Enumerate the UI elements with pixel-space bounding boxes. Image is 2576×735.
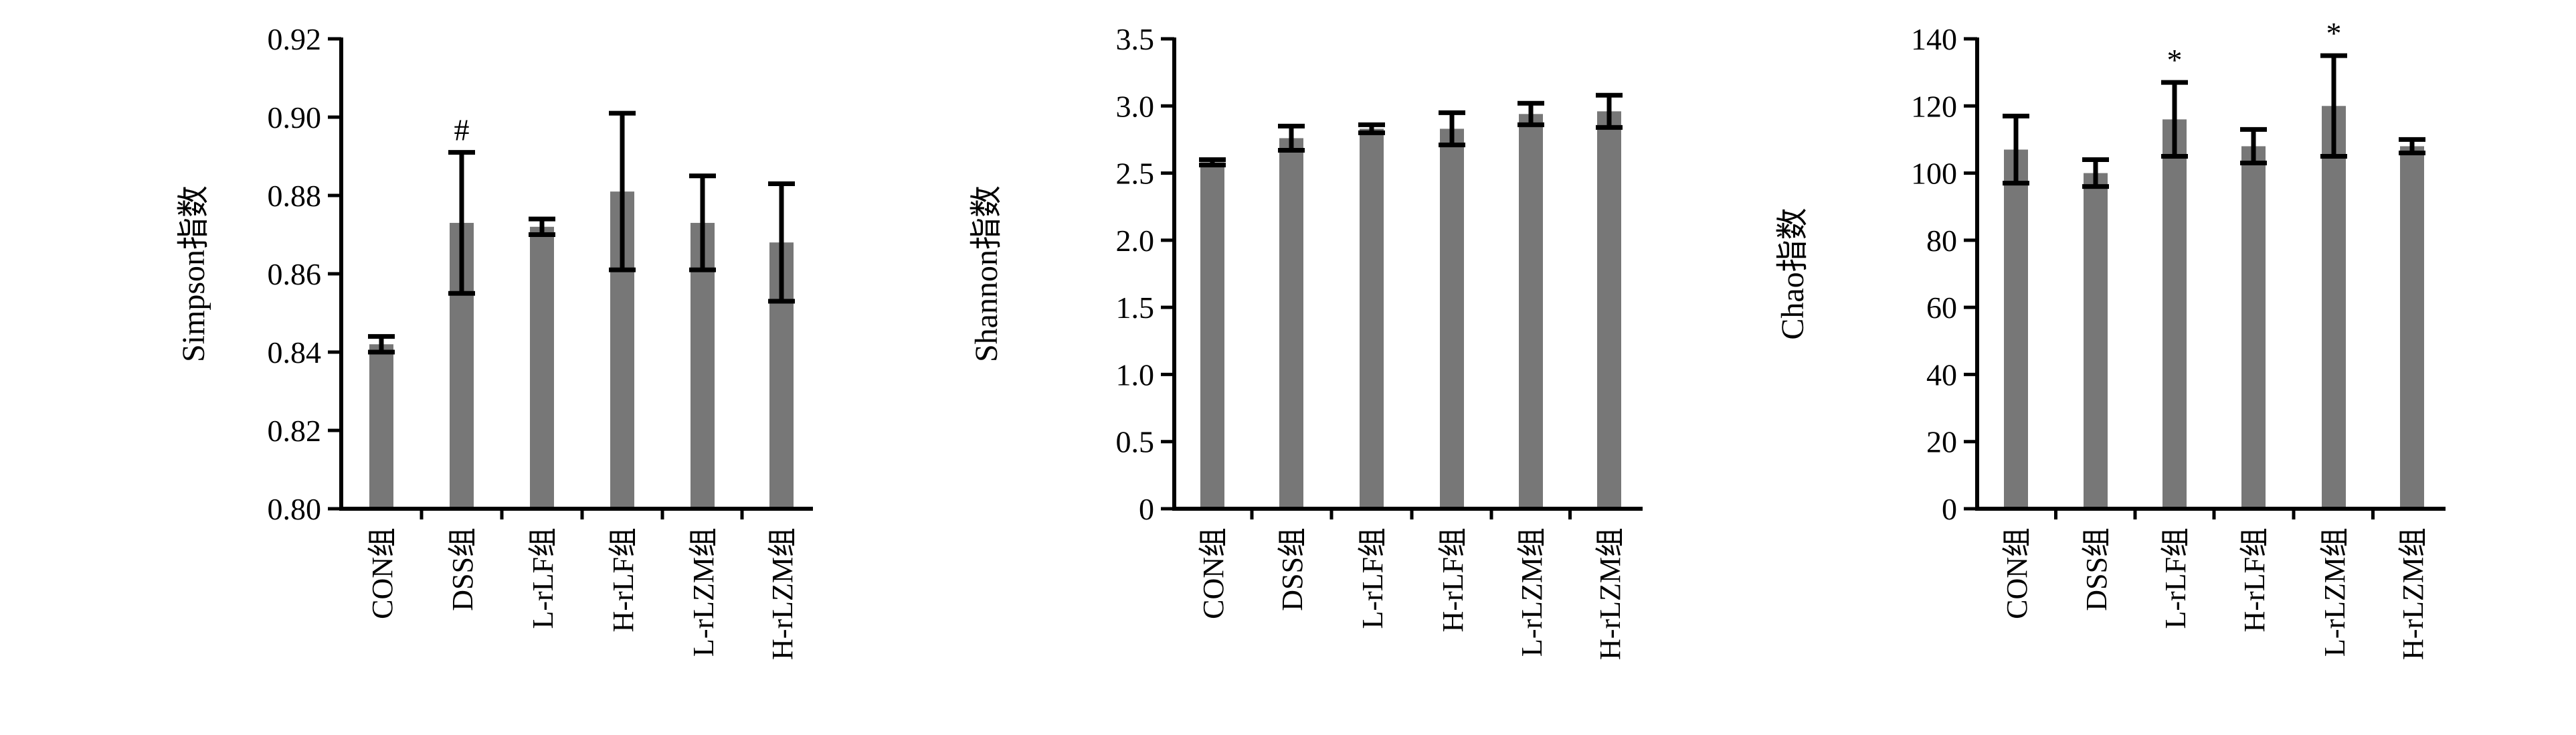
y-tick-label: 0.92 bbox=[268, 22, 322, 56]
x-tick-label: L-rLF组 bbox=[527, 527, 559, 629]
x-tick-label: L-rLZM组 bbox=[1515, 527, 1548, 657]
y-tick-label: 0.86 bbox=[268, 257, 322, 291]
y-tick-label: 0.80 bbox=[268, 492, 322, 526]
y-tick-label: 1.0 bbox=[1116, 357, 1155, 392]
x-tick-label: DSS组 bbox=[2080, 527, 2113, 611]
error-bar bbox=[1199, 157, 1226, 168]
significance-mark: * bbox=[2167, 43, 2183, 77]
significance-mark: # bbox=[454, 113, 470, 147]
y-tick-label: 2.0 bbox=[1116, 224, 1155, 258]
x-tick-label: DSS组 bbox=[446, 527, 479, 611]
y-tick-label: 0.88 bbox=[268, 179, 322, 213]
error-bar bbox=[1517, 100, 1544, 127]
chart-panel-2: 0 0.5 1.0 1.5 2.0 2.5 3.0 3.5 CON组 DSS组 L-rLF组 H-rL… bbox=[969, 22, 1643, 660]
error-bar bbox=[1278, 123, 1305, 153]
bar bbox=[2163, 119, 2187, 509]
x-tick-label: DSS组 bbox=[1276, 527, 1309, 611]
error-bar bbox=[1439, 110, 1465, 147]
y-tick-label: 140 bbox=[1911, 22, 1957, 56]
y-axis-title: Shannon指数 bbox=[969, 185, 1004, 362]
x-tick-label: CON组 bbox=[366, 527, 399, 619]
bar bbox=[1440, 129, 1464, 509]
error-bar bbox=[448, 150, 475, 296]
bar bbox=[530, 226, 554, 509]
x-tick-label: CON组 bbox=[2001, 527, 2033, 619]
y-tick-label: 3.5 bbox=[1116, 22, 1155, 56]
chart-panel-3: * * 0 20 40 60 80 100 120 140 CON组 DSS组 L-rLF组 H-rLF组… bbox=[1775, 16, 2446, 660]
error-bar bbox=[2240, 127, 2267, 166]
x-tick-label: H-rLF组 bbox=[607, 527, 640, 632]
bar bbox=[1360, 129, 1384, 509]
y-tick-label: 80 bbox=[1926, 224, 1957, 258]
x-tick-label: H-rLZM组 bbox=[2397, 527, 2429, 660]
error-bar bbox=[2320, 53, 2347, 159]
error-bar bbox=[2399, 137, 2425, 155]
error-bar bbox=[768, 181, 795, 304]
bar bbox=[2322, 106, 2346, 509]
y-tick-label: 20 bbox=[1926, 425, 1957, 459]
bar bbox=[2400, 146, 2424, 509]
y-tick-label: 40 bbox=[1926, 357, 1957, 392]
bar bbox=[1597, 111, 1621, 509]
x-tick-label: L-rLZM组 bbox=[687, 527, 720, 657]
y-axis-title: Simpson指数 bbox=[176, 185, 211, 362]
error-bar bbox=[2003, 113, 2029, 186]
bar bbox=[1200, 162, 1224, 509]
y-tick-label: 1.5 bbox=[1116, 291, 1155, 325]
bar bbox=[2004, 149, 2028, 509]
y-tick-label: 0.84 bbox=[268, 335, 322, 370]
x-tick-label: H-rLZM组 bbox=[1594, 527, 1627, 660]
error-bar bbox=[1358, 122, 1385, 135]
y-tick-label: 3.0 bbox=[1116, 89, 1155, 123]
bar bbox=[2084, 173, 2108, 509]
y-tick-label: 100 bbox=[1911, 157, 1957, 191]
x-tick-label: H-rLF组 bbox=[2238, 527, 2271, 632]
x-tick-label: H-rLZM组 bbox=[766, 527, 799, 660]
error-bar bbox=[2161, 80, 2188, 159]
bar bbox=[369, 344, 393, 509]
y-tick-label: 0.5 bbox=[1116, 425, 1155, 459]
x-tick-label: H-rLF组 bbox=[1437, 527, 1469, 632]
y-tick-label: 0 bbox=[1942, 492, 1957, 526]
significance-mark: * bbox=[2326, 16, 2342, 50]
y-tick-label: 2.5 bbox=[1116, 157, 1155, 191]
bar bbox=[1519, 114, 1543, 509]
y-tick-label: 60 bbox=[1926, 291, 1957, 325]
x-tick-label: L-rLZM组 bbox=[2318, 527, 2351, 657]
error-bar bbox=[529, 216, 555, 237]
y-tick-label: 0.90 bbox=[268, 100, 322, 135]
x-tick-label: CON组 bbox=[1197, 527, 1230, 619]
y-tick-label: 120 bbox=[1911, 89, 1957, 123]
y-tick-label: 0 bbox=[1139, 492, 1154, 526]
error-bar bbox=[368, 334, 395, 355]
y-tick-label: 0.82 bbox=[268, 414, 322, 448]
x-tick-label: L-rLF组 bbox=[2159, 527, 2192, 629]
error-bar bbox=[2082, 157, 2109, 189]
error-bar bbox=[1596, 92, 1623, 130]
chart-panel-1: #0.80 0.82 0.84 0.86 0.88 0.90 0.92 CON组 DSS组 L-r… bbox=[176, 22, 813, 660]
y-axis-title: Chao指数 bbox=[1775, 208, 1811, 339]
bar bbox=[1279, 138, 1303, 509]
error-bar bbox=[609, 110, 636, 272]
error-bar bbox=[689, 173, 716, 272]
x-tick-label: L-rLF组 bbox=[1356, 527, 1389, 629]
bar bbox=[2241, 146, 2266, 509]
